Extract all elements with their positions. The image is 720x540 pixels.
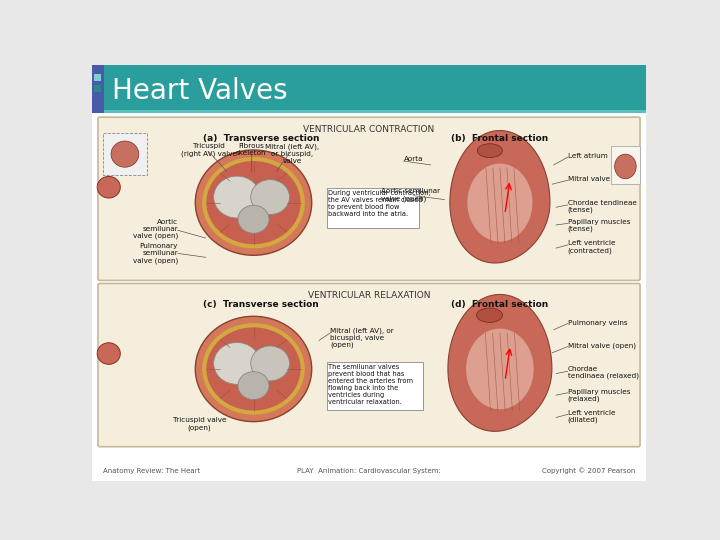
Text: Mitral (left AV),
or bicuspid,
valve: Mitral (left AV), or bicuspid, valve: [265, 143, 319, 164]
Text: Mitral (left AV), or
bicuspid, valve
(open): Mitral (left AV), or bicuspid, valve (op…: [330, 327, 395, 348]
Ellipse shape: [238, 205, 269, 233]
Bar: [94, 85, 102, 92]
Text: Pulmonary veins: Pulmonary veins: [567, 320, 627, 326]
Text: Aortic semilunar
valve (open): Aortic semilunar valve (open): [381, 188, 440, 201]
Ellipse shape: [238, 372, 269, 400]
Ellipse shape: [477, 144, 503, 158]
Text: Heart Valves: Heart Valves: [112, 77, 287, 105]
Ellipse shape: [207, 161, 301, 244]
Text: (c)  Transverse section: (c) Transverse section: [203, 300, 319, 309]
Ellipse shape: [195, 150, 312, 255]
Text: Anatomy Review: The Heart: Anatomy Review: The Heart: [102, 468, 200, 475]
Polygon shape: [467, 164, 532, 241]
Ellipse shape: [207, 327, 301, 410]
Text: Papillary muscles
(relaxed): Papillary muscles (relaxed): [567, 389, 630, 402]
Text: Left atrium: Left atrium: [567, 153, 608, 159]
Text: Mitral valve: Mitral valve: [567, 177, 610, 183]
Polygon shape: [466, 329, 534, 409]
Text: Left ventricle
(dilated): Left ventricle (dilated): [567, 410, 615, 423]
Text: Tricuspid valve
(open): Tricuspid valve (open): [173, 417, 226, 431]
Text: (d)  Frontal section: (d) Frontal section: [451, 300, 549, 309]
Ellipse shape: [195, 316, 312, 422]
Text: Copyright © 2007 Pearson: Copyright © 2007 Pearson: [542, 468, 636, 475]
Bar: [327, 188, 419, 228]
Text: Chordae tendineae
(tense): Chordae tendineae (tense): [567, 200, 636, 213]
FancyBboxPatch shape: [98, 117, 640, 280]
Text: Fibrous
skeleton: Fibrous skeleton: [236, 143, 266, 157]
Text: During ventricular contraction,
the AV valves remain closed
to prevent blood flo: During ventricular contraction, the AV v…: [328, 190, 431, 217]
Text: (a)  Transverse section: (a) Transverse section: [203, 134, 320, 143]
Ellipse shape: [251, 346, 289, 381]
Text: Pulmonary
semilunar
valve (open): Pulmonary semilunar valve (open): [132, 244, 178, 264]
FancyBboxPatch shape: [98, 284, 640, 447]
Bar: [94, 74, 102, 81]
Ellipse shape: [202, 323, 305, 415]
Text: Aortic
semilunar
valve (open): Aortic semilunar valve (open): [132, 219, 178, 239]
Polygon shape: [448, 294, 552, 431]
Text: Chordae
tendinaea (relaxed): Chordae tendinaea (relaxed): [567, 366, 639, 380]
Ellipse shape: [477, 308, 503, 322]
Bar: [92, 112, 647, 481]
Ellipse shape: [111, 141, 139, 167]
Bar: [327, 362, 423, 410]
Text: VENTRICULAR CONTRACTION: VENTRICULAR CONTRACTION: [303, 125, 435, 134]
Text: Left ventricle
(contracted): Left ventricle (contracted): [567, 240, 615, 254]
Bar: [92, 65, 104, 112]
Polygon shape: [450, 131, 550, 263]
Bar: [611, 146, 640, 184]
Text: Aorta: Aorta: [404, 156, 423, 161]
Ellipse shape: [214, 342, 260, 384]
Ellipse shape: [97, 177, 120, 198]
Ellipse shape: [615, 154, 636, 179]
Bar: [102, 132, 148, 175]
Text: (b)  Frontal section: (b) Frontal section: [451, 134, 549, 143]
Bar: [92, 65, 647, 112]
Ellipse shape: [214, 176, 260, 218]
Bar: [92, 110, 647, 112]
Text: The semilunar valves
prevent blood that has
entered the arteries from
flowing ba: The semilunar valves prevent blood that …: [328, 363, 413, 404]
Ellipse shape: [251, 180, 289, 214]
Text: Tricuspid
(right AV) valve: Tricuspid (right AV) valve: [181, 143, 237, 157]
Text: Mitral valve (open): Mitral valve (open): [567, 343, 636, 349]
Text: PLAY  Animation: Cardiovascular System:: PLAY Animation: Cardiovascular System:: [297, 468, 441, 475]
Ellipse shape: [202, 157, 305, 248]
Text: Papillary muscles
(tense): Papillary muscles (tense): [567, 219, 630, 232]
Text: VENTRICULAR RELAXATION: VENTRICULAR RELAXATION: [307, 291, 431, 300]
Ellipse shape: [97, 343, 120, 364]
